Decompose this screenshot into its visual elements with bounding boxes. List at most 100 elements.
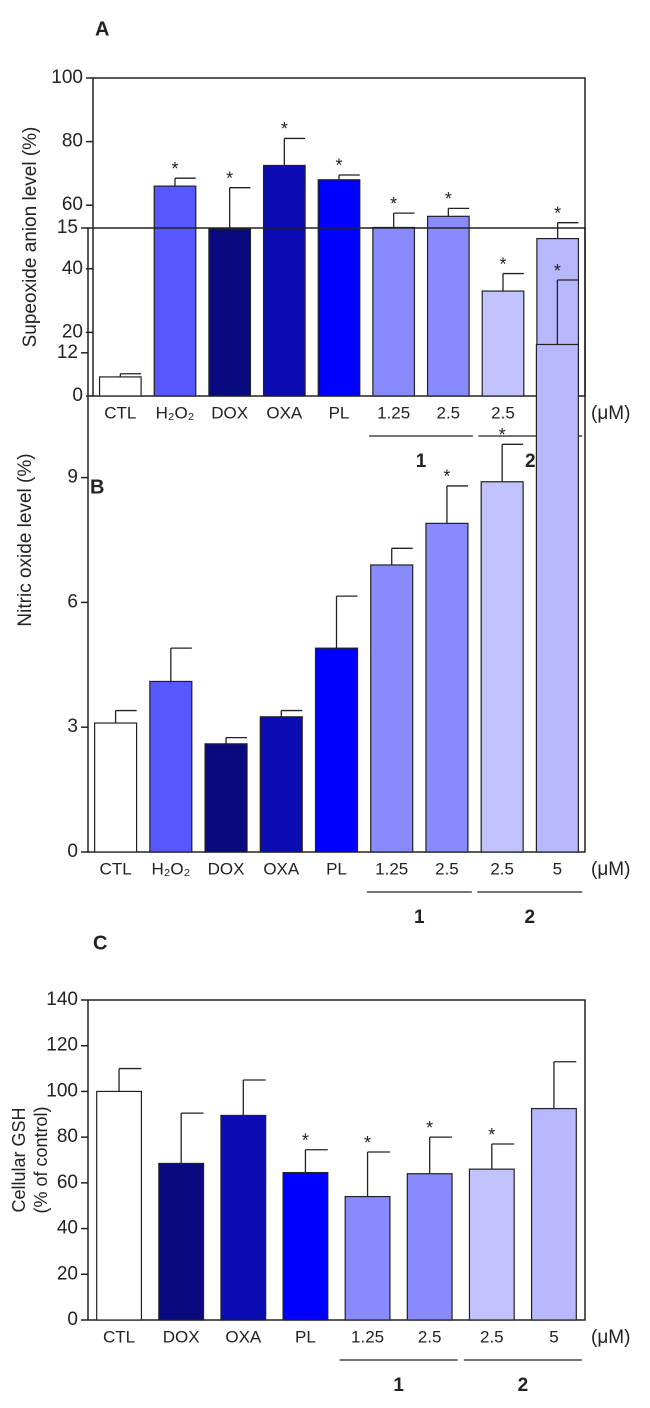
group-label: 1	[393, 1375, 404, 1396]
y-tick-label: 80	[62, 131, 83, 152]
panel-label: C	[93, 932, 107, 954]
y-tick-label: 100	[46, 1080, 78, 1101]
bar	[158, 1162, 205, 1321]
x-tick-label: H₂O₂	[151, 859, 190, 878]
y-tick-label: 140	[46, 989, 78, 1010]
significance-mark: *	[390, 194, 397, 214]
x-tick-label: 2.5	[490, 859, 514, 878]
x-tick-label: 2.5	[418, 1327, 442, 1346]
y-tick-label: 20	[62, 321, 83, 342]
bar	[372, 226, 416, 397]
panel-label: A	[95, 18, 109, 40]
y-tick-label: 15	[57, 217, 78, 238]
y-tick-label: 6	[67, 591, 78, 612]
bar	[468, 1168, 515, 1321]
significance-mark: *	[499, 254, 506, 274]
y-tick-label: 100	[51, 67, 83, 88]
significance-mark: *	[499, 425, 506, 445]
y-axis-title: Cellular GSH	[9, 1107, 29, 1212]
y-axis-title: Supeoxide anion level (%)	[20, 127, 41, 348]
significance-mark: *	[554, 261, 561, 281]
x-tick-label: PL	[326, 859, 347, 878]
bar	[282, 1171, 329, 1321]
y-tick-label: 20	[57, 1263, 78, 1284]
significance-mark: *	[488, 1125, 495, 1145]
x-tick-label: PL	[295, 1327, 316, 1346]
x-tick-label: 2.5	[480, 1327, 504, 1346]
group-label: 1	[414, 907, 425, 928]
x-tick-label: H₂O₂	[156, 403, 195, 422]
bar	[530, 1107, 577, 1321]
bar	[406, 1173, 453, 1321]
plot-frame	[87, 999, 586, 1321]
bar	[98, 376, 142, 397]
unit-label: (μM)	[591, 859, 630, 880]
significance-mark: *	[445, 189, 452, 209]
significance-mark: *	[281, 119, 288, 139]
x-tick-label: CTL	[100, 859, 132, 878]
bar	[425, 522, 469, 853]
y-tick-label: 9	[67, 467, 78, 488]
x-tick-label: PL	[329, 403, 350, 422]
group-label: 2	[524, 907, 535, 928]
y-tick-label: 80	[57, 1126, 78, 1147]
y-axis-title: (% of control)	[31, 1106, 51, 1213]
significance-mark: *	[335, 156, 342, 176]
x-tick-label: 1.25	[375, 859, 408, 878]
y-tick-label: 60	[57, 1172, 78, 1193]
bar	[262, 164, 306, 397]
x-tick-label: DOX	[163, 1327, 200, 1346]
bar	[370, 564, 414, 853]
bar	[153, 185, 197, 397]
x-tick-label: 2.5	[491, 403, 515, 422]
bar	[426, 215, 470, 397]
y-tick-label: 12	[57, 342, 78, 363]
bar	[317, 179, 361, 397]
significance-mark: *	[554, 203, 561, 223]
y-tick-label: 40	[62, 258, 83, 279]
panel-label: B	[90, 476, 104, 498]
x-tick-label: CTL	[103, 1327, 135, 1346]
y-axis-title: Nitric oxide level (%)	[15, 453, 36, 626]
x-tick-label: OXA	[263, 859, 300, 878]
y-tick-label: 60	[62, 194, 83, 215]
x-tick-label: OXA	[266, 403, 303, 422]
group-label: 2	[525, 451, 536, 472]
x-tick-label: DOX	[208, 859, 245, 878]
bar	[259, 716, 303, 853]
x-tick-label: CTL	[104, 403, 136, 422]
bar	[204, 743, 248, 853]
bar	[314, 647, 359, 853]
y-tick-label: 40	[57, 1218, 78, 1239]
unit-label: (μM)	[591, 1327, 630, 1348]
x-tick-label: 2.5	[435, 859, 459, 878]
bar	[220, 1114, 267, 1321]
significance-mark: *	[171, 159, 178, 179]
x-tick-label: 1.25	[377, 403, 410, 422]
significance-mark: *	[443, 467, 450, 487]
y-tick-label: 120	[46, 1035, 78, 1056]
group-label: 2	[518, 1375, 529, 1396]
y-tick-label: 3	[67, 716, 78, 737]
significance-mark: *	[226, 168, 233, 188]
bar	[149, 680, 193, 853]
x-tick-label: 5	[553, 859, 562, 878]
significance-mark: *	[426, 1118, 433, 1138]
unit-label: (μM)	[591, 403, 630, 424]
y-tick-label: 0	[72, 385, 83, 406]
bar	[96, 1090, 143, 1321]
y-tick-label: 0	[67, 841, 78, 862]
bar	[344, 1195, 391, 1321]
x-tick-label: 1.25	[351, 1327, 384, 1346]
bar	[480, 481, 524, 853]
bar	[94, 722, 138, 853]
x-tick-label: DOX	[211, 403, 248, 422]
x-tick-label: 2.5	[437, 403, 461, 422]
bar	[481, 290, 525, 397]
significance-mark: *	[364, 1133, 371, 1153]
significance-mark: *	[302, 1130, 309, 1150]
x-tick-label: OXA	[225, 1327, 262, 1346]
bar	[208, 228, 252, 397]
